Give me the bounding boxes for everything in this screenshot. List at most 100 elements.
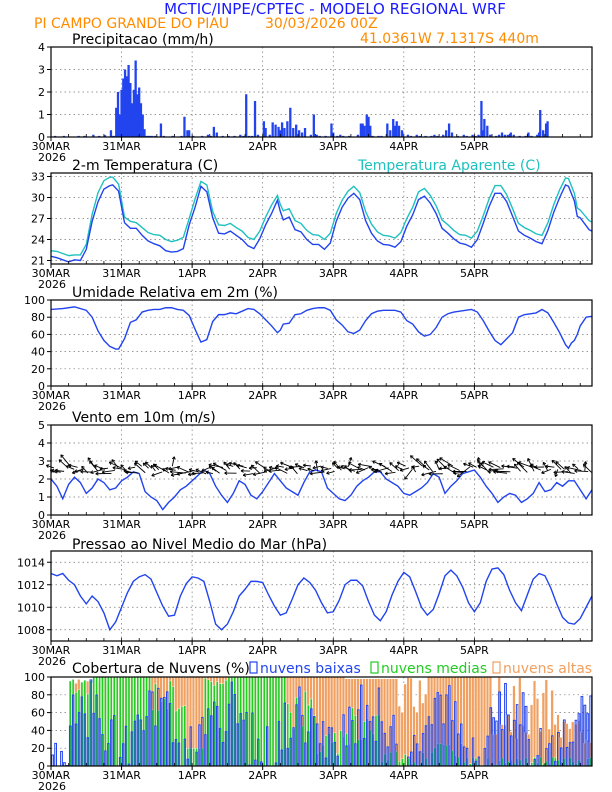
- precip-bar: [303, 128, 307, 137]
- wind-arrow-head: [512, 458, 516, 462]
- wind-arrow-head: [468, 462, 472, 466]
- wind-arrow: [385, 471, 396, 475]
- wind-arrow-head: [162, 468, 166, 472]
- y-tick-label: 0: [38, 131, 45, 144]
- wind-arrow: [307, 468, 315, 472]
- x-tick-label: 4APR: [389, 267, 418, 280]
- y-tick-label: 80: [31, 311, 45, 324]
- wind-arrow: [421, 470, 437, 476]
- wind-arrow-head: [357, 466, 361, 470]
- wind-arrow-head: [495, 469, 499, 474]
- precip-bar: [497, 134, 501, 137]
- wind-arrow-head: [357, 462, 362, 467]
- wind-arrow: [412, 465, 420, 468]
- precip-bar: [186, 130, 189, 137]
- precip-bar: [462, 134, 465, 137]
- precip-bar: [289, 107, 292, 137]
- precip-bar: [297, 130, 301, 137]
- x-tick-label: 1APR: [178, 769, 207, 782]
- wind-arrow-head: [89, 460, 93, 465]
- wind-arrow: [295, 463, 305, 469]
- x-tick-label: 4APR: [389, 518, 418, 531]
- precip-bar: [447, 123, 451, 137]
- precip-bar: [309, 134, 313, 137]
- wind-arrow: [276, 465, 284, 468]
- wind-arrow-head: [74, 469, 78, 473]
- wind-arrow: [176, 470, 193, 475]
- precip-bar: [442, 134, 445, 137]
- precip-bar: [280, 122, 284, 137]
- cloud-high-bar: [403, 683, 407, 767]
- x-tick-label: 5APR: [460, 140, 489, 153]
- x-tick-label: 30MAR: [32, 518, 71, 531]
- wind-arrow-head: [566, 466, 570, 470]
- cloud-mid-bar: [398, 761, 401, 767]
- precip-bar: [539, 110, 542, 137]
- cloud-high-bar: [474, 676, 478, 767]
- wind-arrow: [373, 467, 389, 473]
- wind-arrow: [555, 461, 565, 470]
- wind-arrow-head: [409, 455, 414, 459]
- wind-arrow-head: [404, 476, 408, 480]
- wind-arrow: [582, 463, 592, 473]
- wind-arrow: [298, 467, 308, 472]
- cloud-high-bar: [406, 677, 410, 767]
- wind-arrow: [379, 463, 393, 472]
- wind-arrow-head: [423, 460, 428, 465]
- precip-bar: [361, 123, 364, 137]
- temp-line: [50, 183, 593, 263]
- wind-arrow: [514, 463, 521, 472]
- precip-bar: [141, 114, 144, 137]
- wind-arrow: [545, 465, 555, 468]
- x-tick-label: 5APR: [460, 769, 489, 782]
- wind-arrow: [68, 464, 78, 468]
- y-tick-label: 33: [31, 171, 45, 184]
- wind-arrow: [151, 471, 163, 477]
- wind-arrow-head: [574, 469, 578, 473]
- wind-arrow-head: [529, 464, 533, 469]
- wind-arrow-head: [439, 457, 443, 461]
- x-tick-label: 30MAR: [32, 769, 71, 782]
- wind-arrow: [74, 468, 85, 473]
- wind-arrow: [171, 456, 175, 467]
- cloud-mid-bar: [248, 676, 251, 767]
- x-tick-label: 5APR: [460, 518, 489, 531]
- x-year-label: 2026: [38, 151, 66, 164]
- x-tick-label: 30MAR: [32, 644, 71, 657]
- wind-arrow: [109, 461, 122, 469]
- temp-panel-title: 2-m Temperatura (C): [72, 158, 218, 174]
- wind-arrow-head: [195, 468, 199, 473]
- wind-arrow-head: [250, 464, 255, 469]
- wind-arrow-head: [176, 471, 180, 476]
- wind-arrow-head: [477, 464, 481, 469]
- precip-bar: [130, 103, 134, 137]
- panel-frame: [50, 550, 593, 642]
- precip-bar: [486, 125, 489, 137]
- precip-bar: [286, 121, 289, 137]
- wind-arrow-head: [151, 473, 155, 477]
- wind-arrow-head: [205, 470, 209, 475]
- wind-arrow: [541, 468, 552, 474]
- x-tick-label: 3APR: [319, 769, 348, 782]
- cloud-high-bar: [532, 680, 537, 767]
- wind-arrow-head: [488, 467, 492, 472]
- x-year-label: 2026: [38, 278, 66, 291]
- x-tick-label: 5APR: [460, 389, 489, 402]
- precip-bar: [115, 107, 118, 137]
- wind-arrow: [249, 467, 257, 469]
- wind-arrow: [332, 462, 339, 469]
- precip-bar: [330, 123, 333, 137]
- wind-arrow: [280, 462, 291, 468]
- y-tick-label: 1014: [17, 556, 45, 569]
- y-tick-label: 3: [38, 64, 45, 77]
- precip-bar: [512, 134, 515, 137]
- cloud-mid-bar: [127, 676, 131, 767]
- wind-arrow: [213, 462, 227, 471]
- wind-arrow-head: [302, 463, 307, 468]
- wind-arrow-head: [572, 463, 576, 468]
- wind-arrow-head: [447, 463, 451, 468]
- legend-high-swatch: [492, 661, 501, 674]
- wind-arrow: [90, 469, 102, 474]
- y-tick-label: 2: [38, 86, 45, 99]
- x-tick-label: 31MAR: [102, 518, 141, 531]
